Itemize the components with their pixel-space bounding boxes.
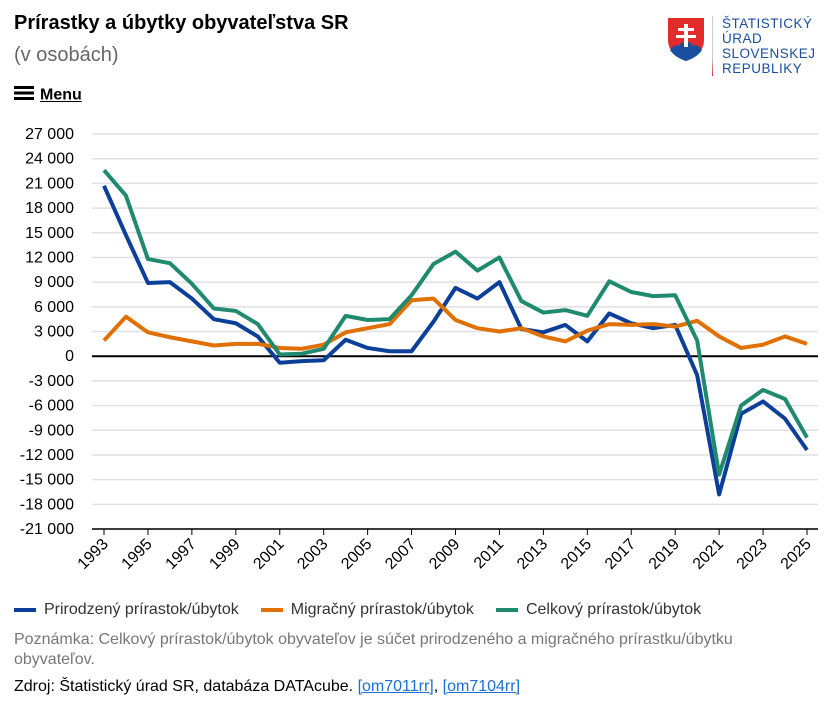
y-tick-label: 15 000 [25, 225, 74, 242]
y-tick-label: 9 000 [34, 274, 74, 291]
menu-button[interactable]: Menu [14, 86, 82, 105]
x-tick-label: 2025 [778, 536, 815, 573]
y-tick-label: 6 000 [34, 299, 74, 316]
footnote: Poznámka: Celkový prírastok/úbytok obyva… [14, 631, 733, 668]
logo-text-line: REPUBLIKY [722, 61, 803, 76]
x-tick-label: 2007 [382, 536, 419, 573]
x-tick-label: 2005 [338, 536, 375, 573]
y-tick-label: -15 000 [20, 472, 74, 489]
source-link-om7104rr[interactable]: [om7104rr] [442, 678, 521, 695]
separator: , [433, 678, 443, 695]
x-tick-label: 2011 [471, 536, 507, 572]
series-line-0 [102, 185, 809, 497]
x-tick-label: 1997 [163, 536, 200, 573]
legend-label: Celkový prírastok/úbytok [525, 601, 702, 618]
hamburger-icon [14, 86, 34, 105]
y-tick-label: 27 000 [25, 126, 74, 143]
coat-of-arms-icon [668, 18, 704, 61]
legend: Prirodzený prírastok/úbytok Migračný prí… [14, 601, 701, 619]
source-text: Zdroj: Štatistický úrad SR, databáza DAT… [14, 678, 358, 695]
x-tick-label: 2015 [558, 536, 595, 573]
legend-item-natural[interactable]: Prirodzený prírastok/úbytok [14, 601, 239, 619]
y-tick-label: 0 [65, 348, 74, 365]
y-tick-label: 24 000 [25, 151, 74, 168]
logo[interactable]: ŠTATISTICKÝ ÚRAD SLOVENSKEJ REPUBLIKY [666, 14, 816, 78]
x-tick-label: 2021 [690, 536, 727, 573]
logo-text-line: SLOVENSKEJ [722, 46, 816, 61]
source-link-om7011rr[interactable]: [om7011rr] [357, 678, 434, 695]
y-tick-label: -3 000 [29, 373, 74, 390]
line-chart: 27 000 24 000 21 000 18 000 15 000 12 000 9 00… [20, 126, 818, 573]
series-line-2 [102, 168, 809, 477]
x-tick-label: 1993 [75, 536, 112, 573]
x-tick-label: 2003 [294, 536, 331, 573]
legend-item-total[interactable]: Celkový prírastok/úbytok [495, 601, 702, 619]
y-tick-label: -12 000 [20, 447, 74, 464]
x-tick-label: 2013 [514, 536, 551, 573]
logo-text-line: ŠTATISTICKÝ [722, 16, 813, 31]
legend-label: Prirodzený prírastok/úbytok [44, 601, 239, 618]
x-tick-label: 2001 [250, 536, 287, 573]
y-tick-label: 12 000 [25, 249, 74, 266]
y-tick-label: -18 000 [20, 496, 74, 513]
y-tick-label: 21 000 [25, 175, 74, 192]
x-tick-label: 2009 [426, 536, 463, 573]
x-tick-label: 1995 [119, 536, 156, 573]
page-subtitle: (v osobách) [14, 44, 119, 66]
x-tick-label: 2023 [734, 536, 771, 573]
menu-label: Menu [40, 86, 82, 104]
y-tick-label: -21 000 [20, 521, 74, 538]
x-tick-label: 1999 [206, 536, 243, 573]
legend-item-migration[interactable]: Migračný prírastok/úbytok [260, 601, 474, 619]
page-title: Prírastky a úbytky obyvateľstva SR [14, 12, 349, 34]
source: Zdroj: Štatistický úrad SR, databáza DAT… [14, 678, 520, 696]
y-tick-label: -6 000 [29, 398, 74, 415]
x-tick-label: 2017 [602, 536, 639, 573]
y-tick-label: 3 000 [34, 324, 74, 341]
logo-text-line: ÚRAD [722, 31, 763, 46]
y-tick-label: 18 000 [25, 200, 74, 217]
legend-label: Migračný prírastok/úbytok [290, 601, 474, 618]
x-tick-label: 2019 [646, 536, 683, 573]
y-tick-label: -9 000 [29, 422, 74, 439]
